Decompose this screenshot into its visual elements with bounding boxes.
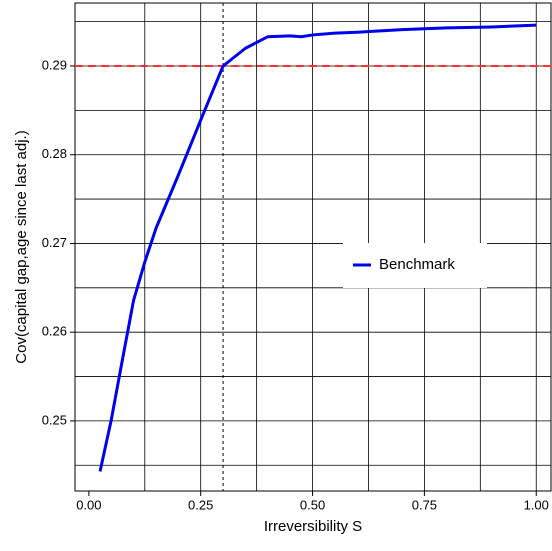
x-tick-label: 0.00: [76, 497, 101, 512]
x-tick-label: 1.00: [524, 497, 549, 512]
y-tick-label: 0.25: [42, 412, 67, 427]
y-tick-label: 0.26: [42, 324, 67, 339]
legend-label: Benchmark: [379, 256, 455, 273]
data-line: [98, 23, 537, 472]
y-tick-label: 0.28: [42, 146, 67, 161]
y-tick-label: 0.29: [42, 57, 67, 72]
y-tick-label: 0.27: [42, 235, 67, 250]
x-tick-label: 0.75: [412, 497, 437, 512]
x-tick-label: 0.50: [300, 497, 325, 512]
x-axis-label: Irreversibility S: [264, 518, 362, 535]
y-axis-label: Cov(capital gap,age since last adj.): [13, 130, 30, 363]
x-tick-label: 0.25: [188, 497, 213, 512]
